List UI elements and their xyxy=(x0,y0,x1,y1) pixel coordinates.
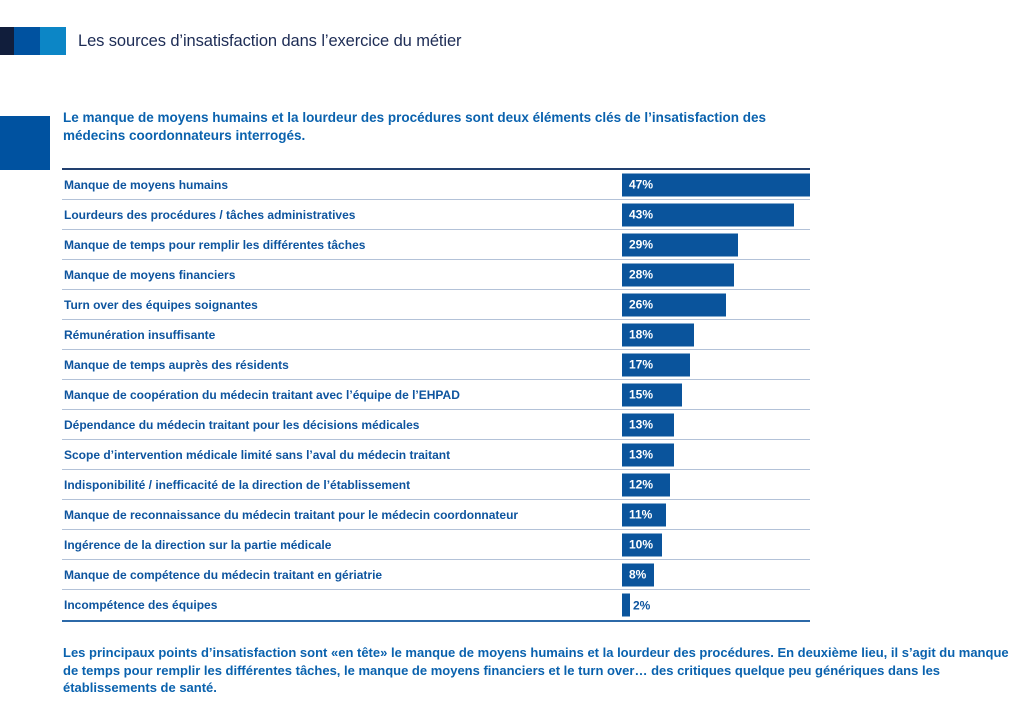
value-label: 47% xyxy=(629,177,654,192)
value-label: 11% xyxy=(629,507,653,522)
bar-wrap: 12% xyxy=(622,473,670,496)
value-bar: 43% xyxy=(622,203,794,226)
chart-row: Manque de compétence du médecin traitant… xyxy=(62,560,810,590)
category-label: Lourdeurs des procédures / tâches admini… xyxy=(64,207,356,222)
bar-chart-rows: Manque de moyens humains 47% Lourdeurs des… xyxy=(62,170,810,620)
bar-wrap: 29% xyxy=(622,233,738,256)
value-bar: 12% xyxy=(622,473,670,496)
accent-square xyxy=(0,116,50,170)
chart-row: Indisponibilité / inefficacité de la dir… xyxy=(62,470,810,500)
value-bar: 15% xyxy=(622,383,682,406)
page-title: Les sources d’insatisfaction dans l’exer… xyxy=(78,32,462,50)
value-bar: 47% xyxy=(622,173,810,196)
value-label: 29% xyxy=(629,237,654,252)
bar-wrap: 13% xyxy=(622,443,674,466)
category-label: Manque de coopération du médecin traitan… xyxy=(64,387,460,402)
value-label: 12% xyxy=(629,477,654,492)
chart-row: Ingérence de la direction sur la partie … xyxy=(62,530,810,560)
bar-wrap: 47% xyxy=(622,173,810,196)
value-bar: 26% xyxy=(622,293,726,316)
chart-row: Manque de coopération du médecin traitan… xyxy=(62,380,810,410)
category-label: Manque de compétence du médecin traitant… xyxy=(64,567,383,582)
value-bar: 18% xyxy=(622,323,694,346)
value-bar: 17% xyxy=(622,353,690,376)
bar-wrap: 43% xyxy=(622,203,794,226)
bar-wrap: 13% xyxy=(622,413,674,436)
category-label: Dépendance du médecin traitant pour les … xyxy=(64,417,420,432)
value-label: 15% xyxy=(629,387,654,402)
value-label: 13% xyxy=(629,417,654,432)
bar-wrap: 26% xyxy=(622,293,726,316)
chart-row: Dépendance du médecin traitant pour les … xyxy=(62,410,810,440)
bar-chart: Manque de moyens humains 47% Lourdeurs des… xyxy=(62,168,810,622)
category-label: Manque de temps pour remplir les différe… xyxy=(64,237,366,252)
value-bar: 29% xyxy=(622,233,738,256)
value-bar: 11% xyxy=(622,503,666,526)
commentary-paragraph: Les principaux points d’insatisfaction s… xyxy=(63,645,1009,695)
value-label: 28% xyxy=(629,267,654,282)
chart-row: Manque de temps auprès des résidents 17% xyxy=(62,350,810,380)
category-label: Ingérence de la direction sur la partie … xyxy=(64,537,332,552)
value-label: 2% xyxy=(633,598,651,612)
value-label: 43% xyxy=(629,207,654,222)
chart-row: Manque de moyens financiers 28% xyxy=(62,260,810,290)
category-label: Manque de temps auprès des résidents xyxy=(64,357,289,372)
bar-wrap: 10% xyxy=(622,533,662,556)
brand-square-dark-icon xyxy=(0,27,14,55)
value-label: 26% xyxy=(629,297,654,312)
chart-row: Rémunération insuffisante 18% xyxy=(62,320,810,350)
value-label: 13% xyxy=(629,447,654,462)
bar-wrap: 11% xyxy=(622,503,666,526)
category-label: Manque de reconnaissance du médecin trai… xyxy=(64,507,519,522)
chart-row: Lourdeurs des procédures / tâches admini… xyxy=(62,200,810,230)
value-label: 17% xyxy=(629,357,654,372)
value-label: 10% xyxy=(629,537,654,552)
bar-wrap: 8% xyxy=(622,563,654,586)
chart-row: Turn over des équipes soignantes 26% xyxy=(62,290,810,320)
category-label: Rémunération insuffisante xyxy=(64,327,216,342)
chart-row: Manque de moyens humains 47% xyxy=(62,170,810,200)
chart-row: Manque de temps pour remplir les différe… xyxy=(62,230,810,260)
value-label: 18% xyxy=(629,327,654,342)
value-bar: 10% xyxy=(622,533,662,556)
value-bar xyxy=(622,593,630,617)
chart-row: Manque de reconnaissance du médecin trai… xyxy=(62,500,810,530)
value-bar: 13% xyxy=(622,443,674,466)
chart-row: Scope d’intervention médicale limité san… xyxy=(62,440,810,470)
value-bar: 8% xyxy=(622,563,654,586)
category-label: Indisponibilité / inefficacité de la dir… xyxy=(64,477,411,492)
chart-heading: Le manque de moyens humains et la lourde… xyxy=(63,110,766,143)
value-bar: 28% xyxy=(622,263,734,286)
category-label: Incompétence des équipes xyxy=(64,598,218,612)
bar-wrap: 15% xyxy=(622,383,682,406)
category-label: Scope d’intervention médicale limité san… xyxy=(64,447,451,462)
value-label: 8% xyxy=(629,567,647,582)
bar-wrap: 28% xyxy=(622,263,734,286)
category-label: Manque de moyens humains xyxy=(64,177,229,192)
bar-wrap: 2% xyxy=(622,593,651,617)
value-bar: 13% xyxy=(622,413,674,436)
category-label: Turn over des équipes soignantes xyxy=(64,297,258,312)
chart-row: Incompétence des équipes 2% xyxy=(62,590,810,620)
category-label: Manque de moyens financiers xyxy=(64,267,236,282)
brand-square-medium-icon xyxy=(14,27,40,55)
brand-square-light-icon xyxy=(40,27,66,55)
bar-wrap: 18% xyxy=(622,323,694,346)
bar-wrap: 17% xyxy=(622,353,690,376)
